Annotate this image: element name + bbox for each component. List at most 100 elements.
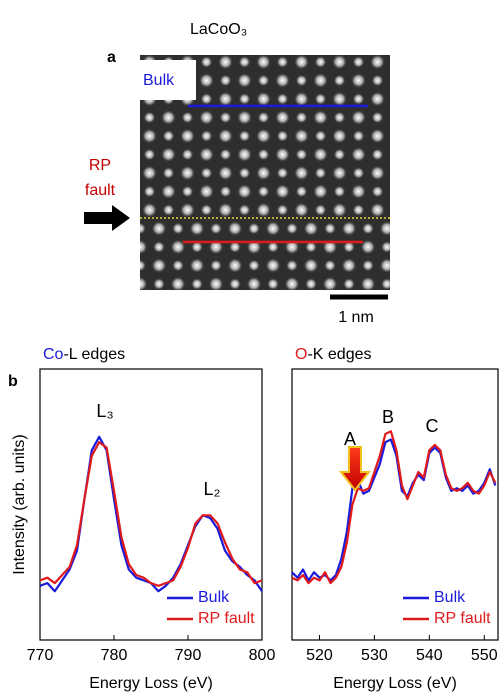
- atom-column: [219, 148, 232, 161]
- atom-column: [371, 111, 384, 124]
- chart-title-part: O: [295, 346, 307, 363]
- atom-column: [200, 130, 213, 142]
- atom-column: [408, 203, 423, 218]
- atom-column: [400, 223, 412, 235]
- atom-column: [142, 128, 157, 144]
- scale-bar-label: 1 nm: [338, 309, 374, 326]
- atom-column: [218, 202, 233, 218]
- x-tick-label: 520: [306, 647, 333, 664]
- spectrum-line: [291, 430, 497, 585]
- atom-column: [352, 56, 365, 68]
- atom-column: [238, 167, 251, 179]
- atom-column: [352, 167, 365, 179]
- atom-column: [408, 92, 423, 107]
- atom-column: [305, 278, 317, 290]
- chart-title-part: -K edges: [307, 346, 371, 363]
- atom-column: [294, 165, 309, 181]
- atom-column: [267, 278, 279, 290]
- atom-column: [379, 221, 390, 236]
- atom-column: [362, 259, 374, 272]
- atom-column: [162, 130, 175, 142]
- peak-label: L₂: [204, 479, 221, 499]
- atom-column: [294, 202, 309, 218]
- x-axis-label: Energy Loss (eV): [333, 675, 457, 692]
- bulk-label: Bulk: [143, 72, 175, 89]
- atom-column: [400, 297, 412, 309]
- atom-column: [360, 276, 376, 290]
- x-tick-label: 790: [175, 647, 202, 664]
- atom-column: [410, 149, 422, 161]
- atom-column: [140, 259, 146, 272]
- atom-column: [227, 221, 243, 236]
- x-tick-label: 770: [27, 647, 54, 664]
- atom-column: [314, 167, 327, 179]
- atom-column: [391, 130, 403, 142]
- atom-column: [257, 148, 270, 161]
- atom-column: [370, 165, 385, 181]
- atom-column: [180, 128, 195, 144]
- atom-column: [161, 110, 176, 125]
- atom-column: [313, 147, 328, 162]
- peak-arrow: [338, 446, 372, 492]
- x-tick-label: 780: [101, 647, 128, 664]
- panel-label: a: [107, 49, 116, 66]
- spectrum-line: [291, 438, 497, 582]
- atom-column: [257, 74, 270, 87]
- atom-column: [256, 55, 271, 70]
- x-tick-label: 530: [361, 647, 388, 664]
- atom-column: [391, 167, 403, 179]
- peak-label: B: [382, 407, 394, 427]
- peak-label: A: [344, 429, 356, 449]
- atom-column: [200, 93, 213, 105]
- atom-column: [142, 165, 157, 181]
- atom-column: [313, 184, 328, 199]
- atom-column: [237, 110, 252, 125]
- atom-column: [313, 73, 328, 88]
- atom-column: [314, 56, 327, 68]
- atom-column: [351, 110, 366, 125]
- atom-column: [294, 91, 309, 107]
- atom-column: [199, 147, 214, 162]
- atom-column: [200, 167, 213, 179]
- fault-arrow: [84, 205, 130, 231]
- atom-column: [199, 184, 214, 199]
- atom-column: [333, 74, 346, 87]
- atom-column: [267, 241, 279, 253]
- atom-column: [275, 73, 290, 88]
- atom-column: [172, 259, 184, 272]
- atom-column: [381, 278, 390, 290]
- atom-column: [352, 93, 365, 105]
- atom-column: [410, 186, 422, 198]
- atom-column: [381, 241, 390, 253]
- atom-column: [305, 241, 317, 253]
- atom-column: [324, 222, 336, 235]
- atom-column: [218, 91, 233, 107]
- atom-column: [256, 91, 271, 107]
- atom-column: [246, 276, 262, 290]
- atom-column: [332, 91, 347, 107]
- panel-a-title: LaCoO₃: [190, 21, 247, 38]
- atom-column: [248, 297, 260, 309]
- atom-column: [256, 128, 271, 144]
- x-tick-label: 540: [416, 647, 443, 664]
- atom-column: [303, 221, 319, 236]
- chart-title-part: Co: [43, 346, 64, 363]
- atom-column: [400, 260, 412, 272]
- atom-column: [227, 258, 243, 273]
- atom-column: [142, 202, 157, 218]
- atom-column: [238, 93, 251, 105]
- atom-column: [362, 222, 374, 235]
- atom-column: [172, 222, 184, 235]
- atom-column: [248, 222, 260, 235]
- y-axis-label: Intensity (arb. units): [11, 434, 28, 575]
- atom-column: [265, 258, 281, 273]
- atom-column: [210, 297, 222, 309]
- atom-column: [333, 148, 346, 161]
- atom-column: [371, 185, 384, 198]
- atom-column: [295, 111, 308, 124]
- atom-column: [408, 55, 423, 70]
- atom-column: [294, 128, 309, 144]
- atom-column: [162, 204, 175, 216]
- atom-column: [286, 259, 298, 272]
- atom-column: [200, 204, 213, 216]
